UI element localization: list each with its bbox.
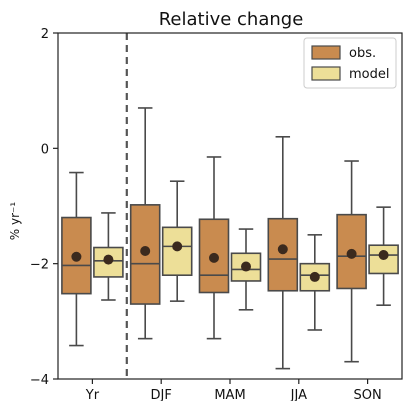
- mean-marker-obs-yr: [71, 251, 82, 262]
- x-tick-label: DJF: [151, 388, 172, 401]
- legend: obs. model: [303, 37, 397, 89]
- mean-marker-model-jja: [309, 271, 320, 282]
- plot-area: −4 −2 0 2 Yr DJF MAM JJA SON: [30, 27, 403, 401]
- x-tick-label: SON: [353, 388, 381, 401]
- y-tick-label: −4: [30, 373, 49, 388]
- mean-marker-obs-djf: [140, 245, 151, 256]
- x-tick-label: Yr: [85, 388, 100, 401]
- legend-swatch-obs: [311, 45, 341, 60]
- legend-label-model: model: [349, 67, 389, 82]
- mean-marker-model-yr: [103, 254, 114, 265]
- x-tick-label: MAM: [214, 388, 245, 401]
- y-tick-label: 2: [41, 27, 49, 42]
- mean-marker-obs-mam: [209, 252, 219, 263]
- mean-marker-obs-jja: [277, 244, 288, 255]
- legend-label-obs: obs.: [349, 46, 376, 61]
- legend-swatch-model: [311, 66, 341, 81]
- mean-marker-model-mam: [241, 261, 251, 272]
- mean-marker-model-djf: [172, 241, 183, 252]
- x-tick-label: JJA: [290, 388, 307, 401]
- y-tick-label: 0: [41, 142, 49, 157]
- box-obs-jja: [267, 217, 299, 292]
- chart-title: Relative change: [159, 9, 304, 30]
- mean-marker-model-son: [378, 250, 389, 261]
- y-axis-label: % yr⁻¹: [8, 202, 22, 241]
- y-tick-label: −2: [30, 258, 49, 273]
- mean-marker-obs-son: [346, 248, 357, 259]
